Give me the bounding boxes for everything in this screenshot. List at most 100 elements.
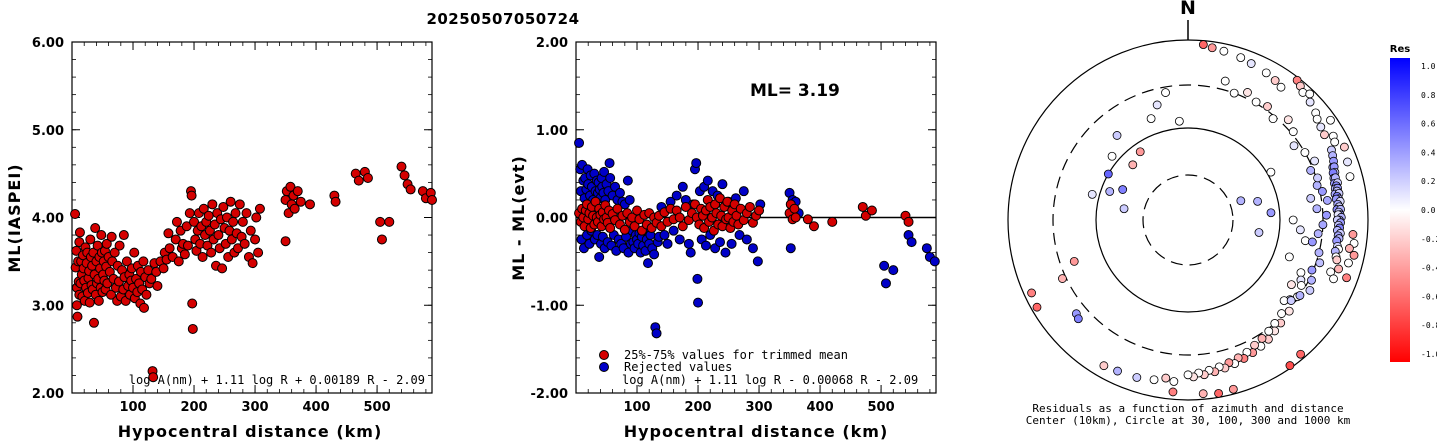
data-point	[189, 216, 200, 227]
data-point	[184, 208, 195, 219]
station-point	[1312, 204, 1322, 214]
azimuth-residual-panel: N Residuals as a function of azimuth and…	[1007, 0, 1437, 427]
data-points	[574, 137, 940, 339]
data-point	[230, 208, 241, 219]
data-point	[903, 216, 914, 227]
data-point	[744, 201, 755, 212]
station-point	[1032, 302, 1042, 312]
data-point	[692, 273, 703, 284]
data-point	[152, 280, 163, 291]
data-point	[187, 323, 198, 334]
station-point	[1287, 280, 1296, 290]
circle-300km	[1052, 84, 1324, 356]
station-point	[1146, 114, 1156, 124]
colorbar-tick-label: -1.0	[1421, 350, 1437, 359]
station-point	[1174, 116, 1184, 126]
station-point	[1295, 225, 1305, 235]
data-point	[164, 243, 175, 254]
y-tick-label: 2.00	[32, 387, 64, 402]
station-point	[1340, 142, 1349, 152]
data-point	[857, 201, 868, 212]
station-point	[1118, 185, 1128, 194]
station-point	[1314, 248, 1324, 258]
data-point	[71, 300, 82, 311]
data-point	[680, 201, 691, 212]
data-point	[173, 256, 184, 267]
legend-swatch-trimmed	[599, 350, 609, 360]
data-point	[624, 194, 635, 205]
data-point	[384, 216, 395, 227]
data-point	[693, 297, 704, 308]
legend-label-rejected: Rejected values	[624, 360, 732, 374]
data-point	[789, 203, 800, 214]
station-point	[1251, 97, 1261, 107]
y-tick-label: 0.00	[536, 212, 568, 227]
data-point	[866, 205, 877, 216]
residual-vs-distance-panel: 100 200 300 400 500 -2.00 -1.00 0.00 1.00 2.00 M…	[509, 36, 940, 441]
x-tick-label: 500	[364, 400, 391, 415]
data-points	[70, 161, 437, 383]
data-point	[405, 184, 416, 195]
data-point	[726, 238, 737, 249]
station-point	[1306, 193, 1316, 203]
data-point	[330, 196, 341, 207]
station-points	[1027, 40, 1359, 399]
data-point	[734, 230, 745, 241]
x-tick-labels: 100 200 300 400 500	[119, 400, 390, 415]
x-tick-label: 200	[684, 400, 711, 415]
station-point	[1310, 156, 1319, 166]
station-point	[1214, 388, 1223, 398]
station-point	[1112, 131, 1122, 140]
data-point	[218, 201, 229, 212]
data-point	[114, 240, 125, 251]
station-point	[1119, 204, 1129, 214]
station-point	[1288, 215, 1298, 225]
caption-line-1: Residuals as a function of azimuth and d…	[1032, 402, 1343, 415]
station-point	[1276, 82, 1286, 92]
data-point	[677, 221, 688, 232]
y-tick-label: -2.00	[531, 387, 568, 402]
data-point	[802, 214, 813, 225]
y-tick-label: 2.00	[536, 36, 568, 51]
legend-swatch-rejected	[599, 362, 609, 372]
station-point	[1128, 160, 1138, 170]
station-point	[1243, 88, 1252, 97]
data-point	[289, 203, 300, 214]
data-point	[691, 158, 702, 169]
station-point	[1135, 147, 1145, 157]
station-point	[1348, 230, 1358, 239]
data-point	[158, 263, 169, 274]
data-point	[129, 247, 140, 258]
data-point	[239, 238, 250, 249]
legend-label-trimmed: 25%-75% values for trimmed mean	[624, 348, 848, 362]
station-point	[1198, 40, 1208, 50]
data-point	[237, 216, 248, 227]
x-tick-label: 200	[180, 400, 207, 415]
data-point	[203, 210, 214, 221]
station-point	[1312, 114, 1322, 124]
station-point	[1306, 166, 1316, 175]
station-point	[1229, 88, 1239, 98]
y-tick-labels: 2.00 3.00 4.00 5.00 6.00	[32, 36, 64, 402]
station-point	[1266, 208, 1276, 218]
station-point	[1149, 375, 1159, 385]
data-point	[754, 205, 765, 216]
data-point	[747, 243, 758, 254]
data-point	[146, 273, 157, 284]
ml-value-label: ML= 3.19	[750, 81, 840, 101]
station-point	[1300, 148, 1310, 157]
data-point	[622, 175, 633, 186]
station-point	[1087, 189, 1097, 199]
data-point	[659, 230, 670, 241]
station-point	[1152, 100, 1162, 110]
data-point	[254, 203, 265, 214]
legend: 25%-75% values for trimmed mean Rejected…	[599, 348, 848, 374]
x-tick-label: 100	[623, 400, 650, 415]
station-point	[1250, 340, 1259, 350]
data-point	[677, 181, 688, 192]
station-point	[1345, 244, 1354, 253]
data-point	[827, 216, 838, 227]
colorbar-tick-label: 0.2	[1421, 177, 1436, 186]
station-point	[1300, 236, 1310, 246]
data-point	[353, 175, 364, 186]
